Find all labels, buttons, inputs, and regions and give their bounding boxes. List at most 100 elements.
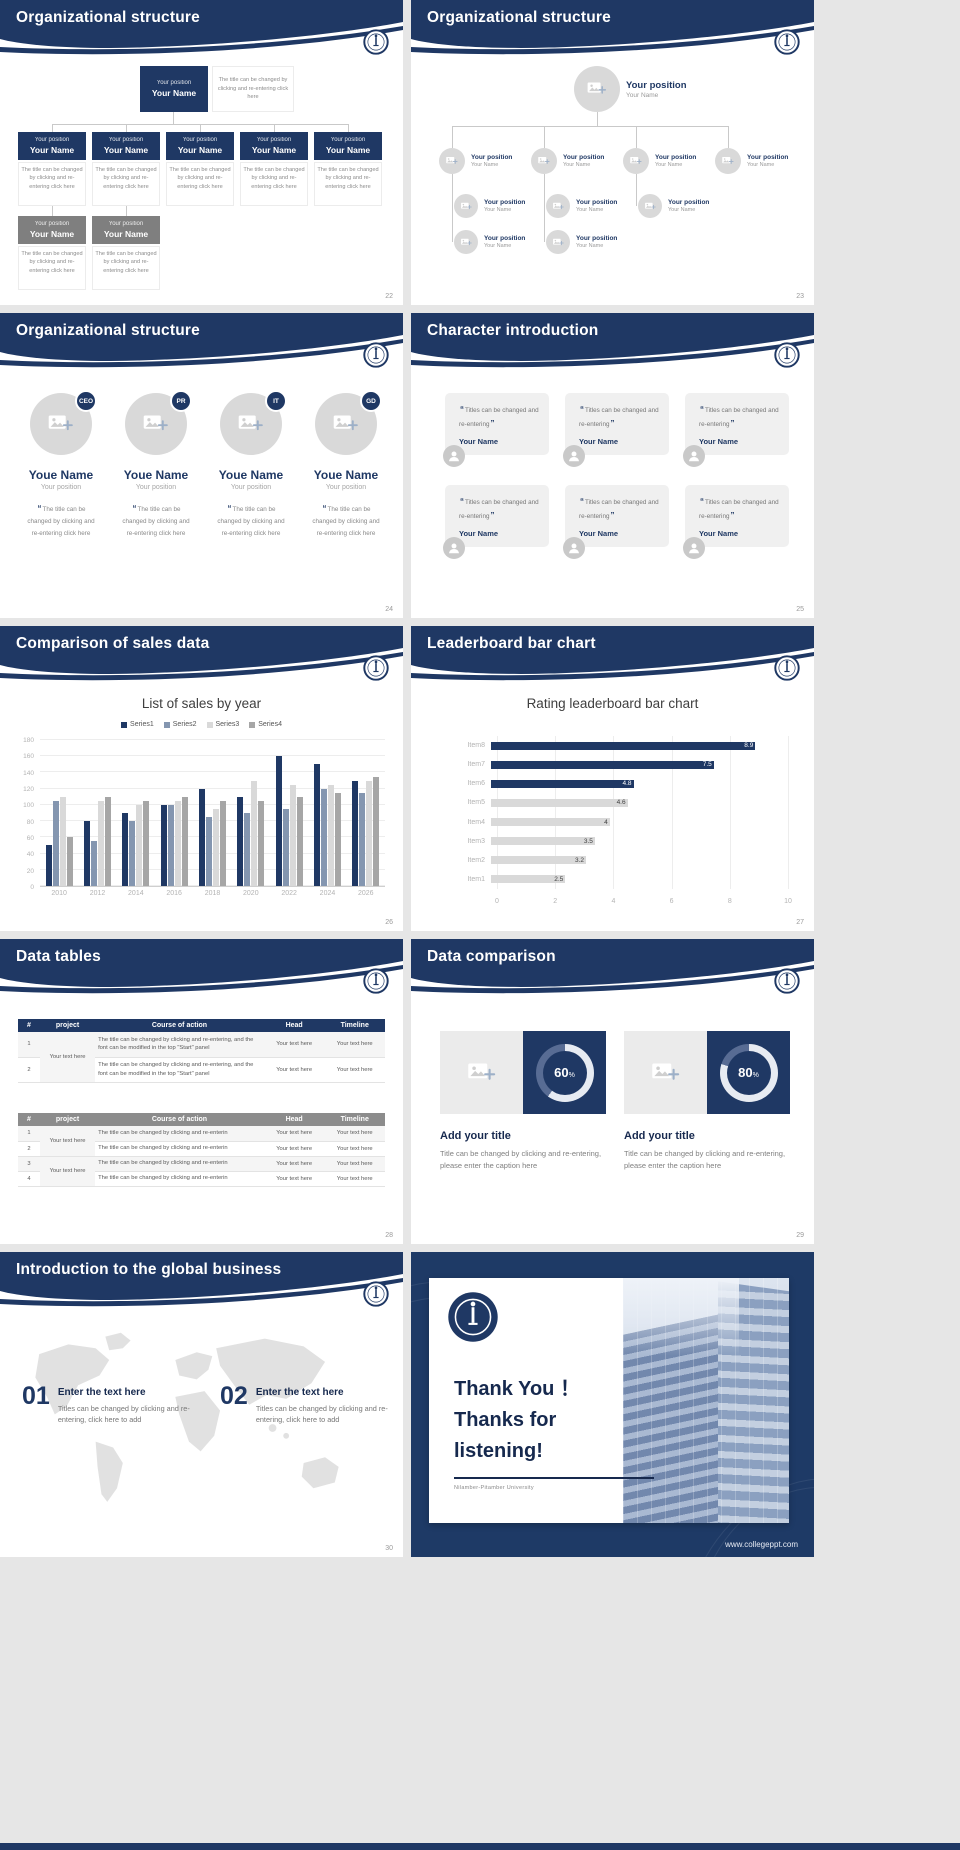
bar [327, 784, 334, 886]
table-cell: The title can be changed by clicking and… [95, 1171, 264, 1187]
name-label: Your Name [626, 91, 659, 99]
table-cell: 3 [18, 1156, 41, 1172]
table-header-cell: Course of action [95, 1019, 264, 1032]
table-cell: Your text here [324, 1156, 385, 1172]
slide-header: Character introduction [411, 313, 814, 377]
image-placeholder-icon [238, 415, 263, 431]
table-cell: Your text here [324, 1141, 385, 1157]
value-label: 3.2 [574, 856, 585, 864]
name-label: Your Name [668, 207, 696, 213]
x-tick-label: 2016 [166, 890, 182, 897]
position-label: Your position [230, 484, 272, 491]
slide-header: Organizational structure [411, 0, 814, 64]
slide-title: Comparison of sales data [16, 635, 210, 652]
team-member: PR Youe Name Your position “The title ca… [117, 390, 195, 539]
connector-line [597, 112, 598, 126]
table-cell: 2 [18, 1141, 41, 1157]
page-number: 25 [796, 606, 804, 613]
org-node: Your position Your Name [623, 148, 696, 174]
org-node: Your position Your Name The title can be … [314, 132, 382, 206]
image-placeholder-icon [143, 415, 168, 431]
table-header-cell: # [18, 1019, 41, 1032]
bar: 3.2 [491, 856, 587, 865]
position-label: Your position [330, 137, 366, 143]
item-caption: Title can be changed by clicking and re-… [440, 1149, 602, 1170]
name-label: Your Name [325, 145, 371, 155]
bar [289, 784, 296, 886]
bar [122, 813, 129, 886]
image-placeholder [454, 230, 478, 254]
card-text: “Titles can be changed and re-entering” [699, 497, 779, 520]
org-node: Your position Your Name [638, 194, 709, 218]
bar: 4.6 [491, 798, 628, 807]
university-logo-icon [774, 342, 800, 368]
name-label: Your Name [579, 437, 619, 447]
bar [83, 821, 90, 886]
position-label: Your position [108, 137, 144, 143]
bar [167, 804, 174, 886]
y-tick-label: 20 [26, 867, 34, 875]
slide-header: Leaderboard bar chart [411, 626, 814, 690]
x-tick-label: 8 [727, 898, 732, 905]
slide-29-data-comparison[interactable]: Data comparison 60% Add your title Title… [411, 939, 814, 1244]
value-label: 3.5 [583, 837, 593, 845]
bar [244, 813, 251, 886]
page-number: 22 [385, 293, 393, 300]
table-cell: Your text here [324, 1057, 385, 1083]
table-cell: Your text here [40, 1156, 96, 1187]
image-placeholder-icon [333, 415, 358, 431]
chart-title: Rating leaderboard bar chart [526, 696, 699, 711]
slide-25-character-introduction[interactable]: Character introduction “Titles can be ch… [411, 313, 814, 618]
slide-header: Data tables [0, 939, 403, 1003]
intro-card: “Titles can be changed and re-entering” … [443, 485, 549, 559]
item-caption: Title can be changed by clicking and re-… [624, 1149, 786, 1170]
image-placeholder [440, 1031, 523, 1114]
chart-title: List of sales by year [141, 696, 262, 711]
x-tick-label: 0 [495, 898, 499, 905]
category-label: Item3 [467, 837, 485, 845]
comparison-item: 60% Add your title Title can be changed … [440, 1031, 606, 1171]
member-desc: “The title can be changed by clicking an… [312, 504, 380, 537]
university-logo-icon [363, 1281, 389, 1307]
slide-24-organizational-structure[interactable]: Organizational structure CEO Youe Name Y… [0, 313, 403, 618]
slide-26-sales-comparison[interactable]: Comparison of sales data List of sales b… [0, 626, 403, 931]
university-logo-icon [774, 968, 800, 994]
table-header-cell: # [18, 1113, 41, 1126]
bar-group: 2022 [270, 740, 308, 897]
site-url-link[interactable]: www.collegeppt.com [725, 1540, 798, 1549]
connector-line [348, 124, 349, 132]
slide-22-organizational-structure[interactable]: Organizational structure Your position Y… [0, 0, 403, 305]
bar [352, 780, 359, 886]
thank-you-line2: Thanks for listening! [454, 1409, 557, 1462]
org-node: Your position Your Name The title can be … [18, 132, 86, 206]
image-placeholder [546, 230, 570, 254]
image-placeholder [574, 66, 620, 112]
world-map-graphic [35, 1332, 339, 1502]
image-placeholder [715, 148, 741, 174]
person-icon [443, 537, 465, 559]
slide-28-data-tables[interactable]: Data tables # project Course of action H… [0, 939, 403, 1244]
name-label: Your Name [747, 162, 775, 168]
legend-item: Series2 [163, 721, 197, 728]
image-placeholder [439, 148, 465, 174]
slide-30-global-business[interactable]: Introduction to the global business 01 E… [0, 1252, 403, 1557]
position-label: Your position [256, 137, 292, 143]
x-tick-label: 10 [784, 898, 792, 905]
slide-title: Introduction to the global business [16, 1261, 282, 1278]
footer-bar [0, 1843, 960, 1850]
name-label: Your Name [484, 243, 512, 249]
slide-27-leaderboard[interactable]: Leaderboard bar chart Rating leaderboard… [411, 626, 814, 931]
name-label: Your Name [576, 207, 604, 213]
category-label: Item7 [467, 761, 485, 769]
bar [174, 800, 181, 886]
slide-23-organizational-structure[interactable]: Organizational structure Your position Y… [411, 0, 814, 305]
name-label: Your Name [177, 145, 223, 155]
org-node-desc: The title can be changed by clicking and… [18, 246, 86, 290]
donut-chart: 80% [719, 1043, 778, 1102]
table-cell: The title can be changed by clicking and… [95, 1126, 264, 1142]
bar-row: Item6 4.8 [455, 779, 788, 788]
slide-thank-you[interactable]: Thank You ！ Thanks for listening! Nilamb… [411, 1252, 814, 1557]
org-node: Your position Your Name The title can be … [240, 132, 308, 206]
position-label: Your position [484, 235, 526, 242]
legend-item: Series3 [206, 721, 239, 728]
